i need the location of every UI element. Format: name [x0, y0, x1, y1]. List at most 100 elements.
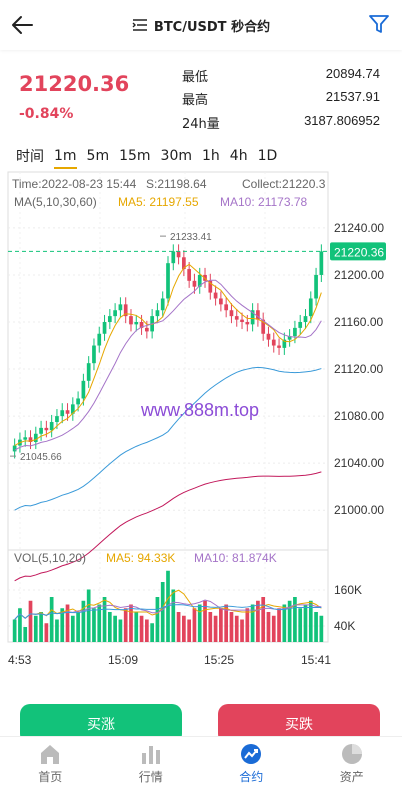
nav-item-contract[interactable]: 合约 — [201, 737, 302, 792]
volume-bar — [219, 608, 223, 642]
volume-bar — [234, 615, 239, 642]
candle-body — [197, 274, 202, 287]
price-axis-label: 21080.00 — [334, 409, 384, 423]
vol-ma10-legend: MA10: 81.874K — [194, 551, 277, 565]
candle-body — [293, 327, 297, 337]
low-marker: 21045.66 — [20, 452, 62, 463]
time-axis-label: 15:25 — [204, 653, 234, 667]
candle-body — [44, 427, 49, 431]
candle-body — [224, 304, 229, 311]
volume-bar — [229, 612, 234, 642]
candle-body — [81, 380, 86, 399]
volume-bar — [33, 615, 38, 642]
stat-label: 最高 — [182, 93, 209, 108]
volume-bar — [97, 604, 102, 642]
volume-bar — [76, 612, 80, 642]
trade-actions: 买涨 买跌 — [0, 700, 402, 744]
candle-body — [134, 322, 139, 325]
candle-body — [256, 310, 260, 320]
volume-bar — [203, 600, 207, 642]
candle-body — [298, 322, 303, 328]
candle-body — [65, 410, 70, 414]
volume-bar — [319, 615, 324, 642]
volume-bar — [12, 619, 17, 642]
high-marker: 21233.41 — [170, 232, 212, 243]
info-s: S:21198.64 — [146, 177, 207, 191]
last-price: 21220.36 — [19, 72, 130, 96]
period-tab[interactable]: 5m — [86, 148, 110, 164]
filter-icon[interactable] — [368, 13, 390, 35]
volume-bar — [271, 615, 276, 642]
candle-body — [144, 327, 149, 332]
volume-bar — [266, 612, 271, 642]
stat-value: 3187.806952 — [304, 113, 380, 128]
candle-body — [234, 316, 239, 320]
volume-bar — [49, 597, 54, 642]
volume-bar — [282, 604, 287, 642]
bottom-nav: 首页 行情 合约 资产 — [0, 736, 402, 792]
volume-bar — [107, 612, 112, 642]
candle-body — [187, 269, 192, 281]
vol-axis-label: 160K — [334, 583, 362, 597]
volume-bar — [102, 597, 107, 642]
stat-high: 最高 21537.91 — [182, 89, 380, 108]
volume-bar — [303, 604, 308, 642]
chart-canvas[interactable]: 21240.00 21200.00 21160.00 21120.00 21080.00… — [0, 170, 402, 670]
candle-body — [287, 336, 292, 340]
candle-body — [192, 280, 197, 287]
period-tab[interactable]: 时间 — [16, 149, 44, 165]
volume-bar — [92, 608, 96, 642]
volume-bar — [144, 619, 149, 642]
home-icon — [41, 745, 60, 764]
candle-body — [28, 437, 33, 442]
candle-body — [102, 322, 107, 334]
candle-body — [160, 298, 165, 311]
watermark: www.888m.top — [140, 400, 259, 420]
nav-label: 资产 — [339, 770, 364, 784]
candle-body — [250, 310, 255, 325]
volume-bar — [293, 597, 297, 642]
volume-bar — [250, 604, 255, 642]
ma5-line — [14, 263, 322, 446]
vol-legend-label: VOL(5,10,20) — [14, 551, 86, 565]
volume-bar — [160, 582, 165, 642]
volume-bar — [123, 608, 128, 642]
candle-body — [308, 298, 313, 317]
pair-selector[interactable]: BTC/USDT 秒合约 — [132, 16, 270, 35]
nav-item-market[interactable]: 行情 — [101, 737, 202, 792]
candlestick-chart[interactable]: 21240.00 21200.00 21160.00 21120.00 21080.00… — [0, 170, 402, 670]
volume-bar — [314, 612, 318, 642]
candle-body — [12, 445, 17, 452]
period-tab[interactable]: 1D — [257, 148, 278, 164]
ma30-line — [14, 366, 322, 511]
volume-bar — [287, 600, 292, 642]
volume-bar — [129, 604, 133, 642]
candle-body — [208, 280, 213, 293]
candle-body — [155, 310, 160, 317]
candle-body — [129, 316, 133, 325]
period-tab[interactable]: 15m — [119, 148, 151, 164]
candle-body — [107, 316, 112, 322]
candle-body — [123, 304, 128, 317]
volume-bar — [308, 600, 313, 642]
period-tab[interactable]: 1m — [54, 148, 77, 169]
candle-body — [182, 257, 186, 270]
candle-body — [245, 322, 250, 325]
current-price-tag: 21220.36 — [334, 245, 384, 259]
nav-item-assets[interactable]: 资产 — [302, 737, 402, 792]
volume-bar — [118, 619, 123, 642]
back-arrow-icon[interactable] — [10, 12, 36, 38]
period-tab[interactable]: 4h — [229, 148, 248, 164]
ma-legend-label: MA(5,10,30,60) — [14, 195, 97, 209]
period-tab[interactable]: 30m — [160, 148, 192, 164]
nav-label: 合约 — [239, 770, 264, 784]
vol-ma5-legend: MA5: 94.33K — [106, 551, 175, 565]
period-tab[interactable]: 1h — [202, 148, 220, 164]
stat-value: 20894.74 — [325, 66, 380, 81]
vol-ma20-line — [14, 604, 322, 620]
nav-label: 行情 — [138, 770, 163, 784]
volume-bar — [60, 608, 65, 642]
price-axis-label: 21120.00 — [334, 362, 383, 376]
nav-item-home[interactable]: 首页 — [0, 737, 101, 792]
price-axis-label: 21240.00 — [334, 221, 384, 235]
